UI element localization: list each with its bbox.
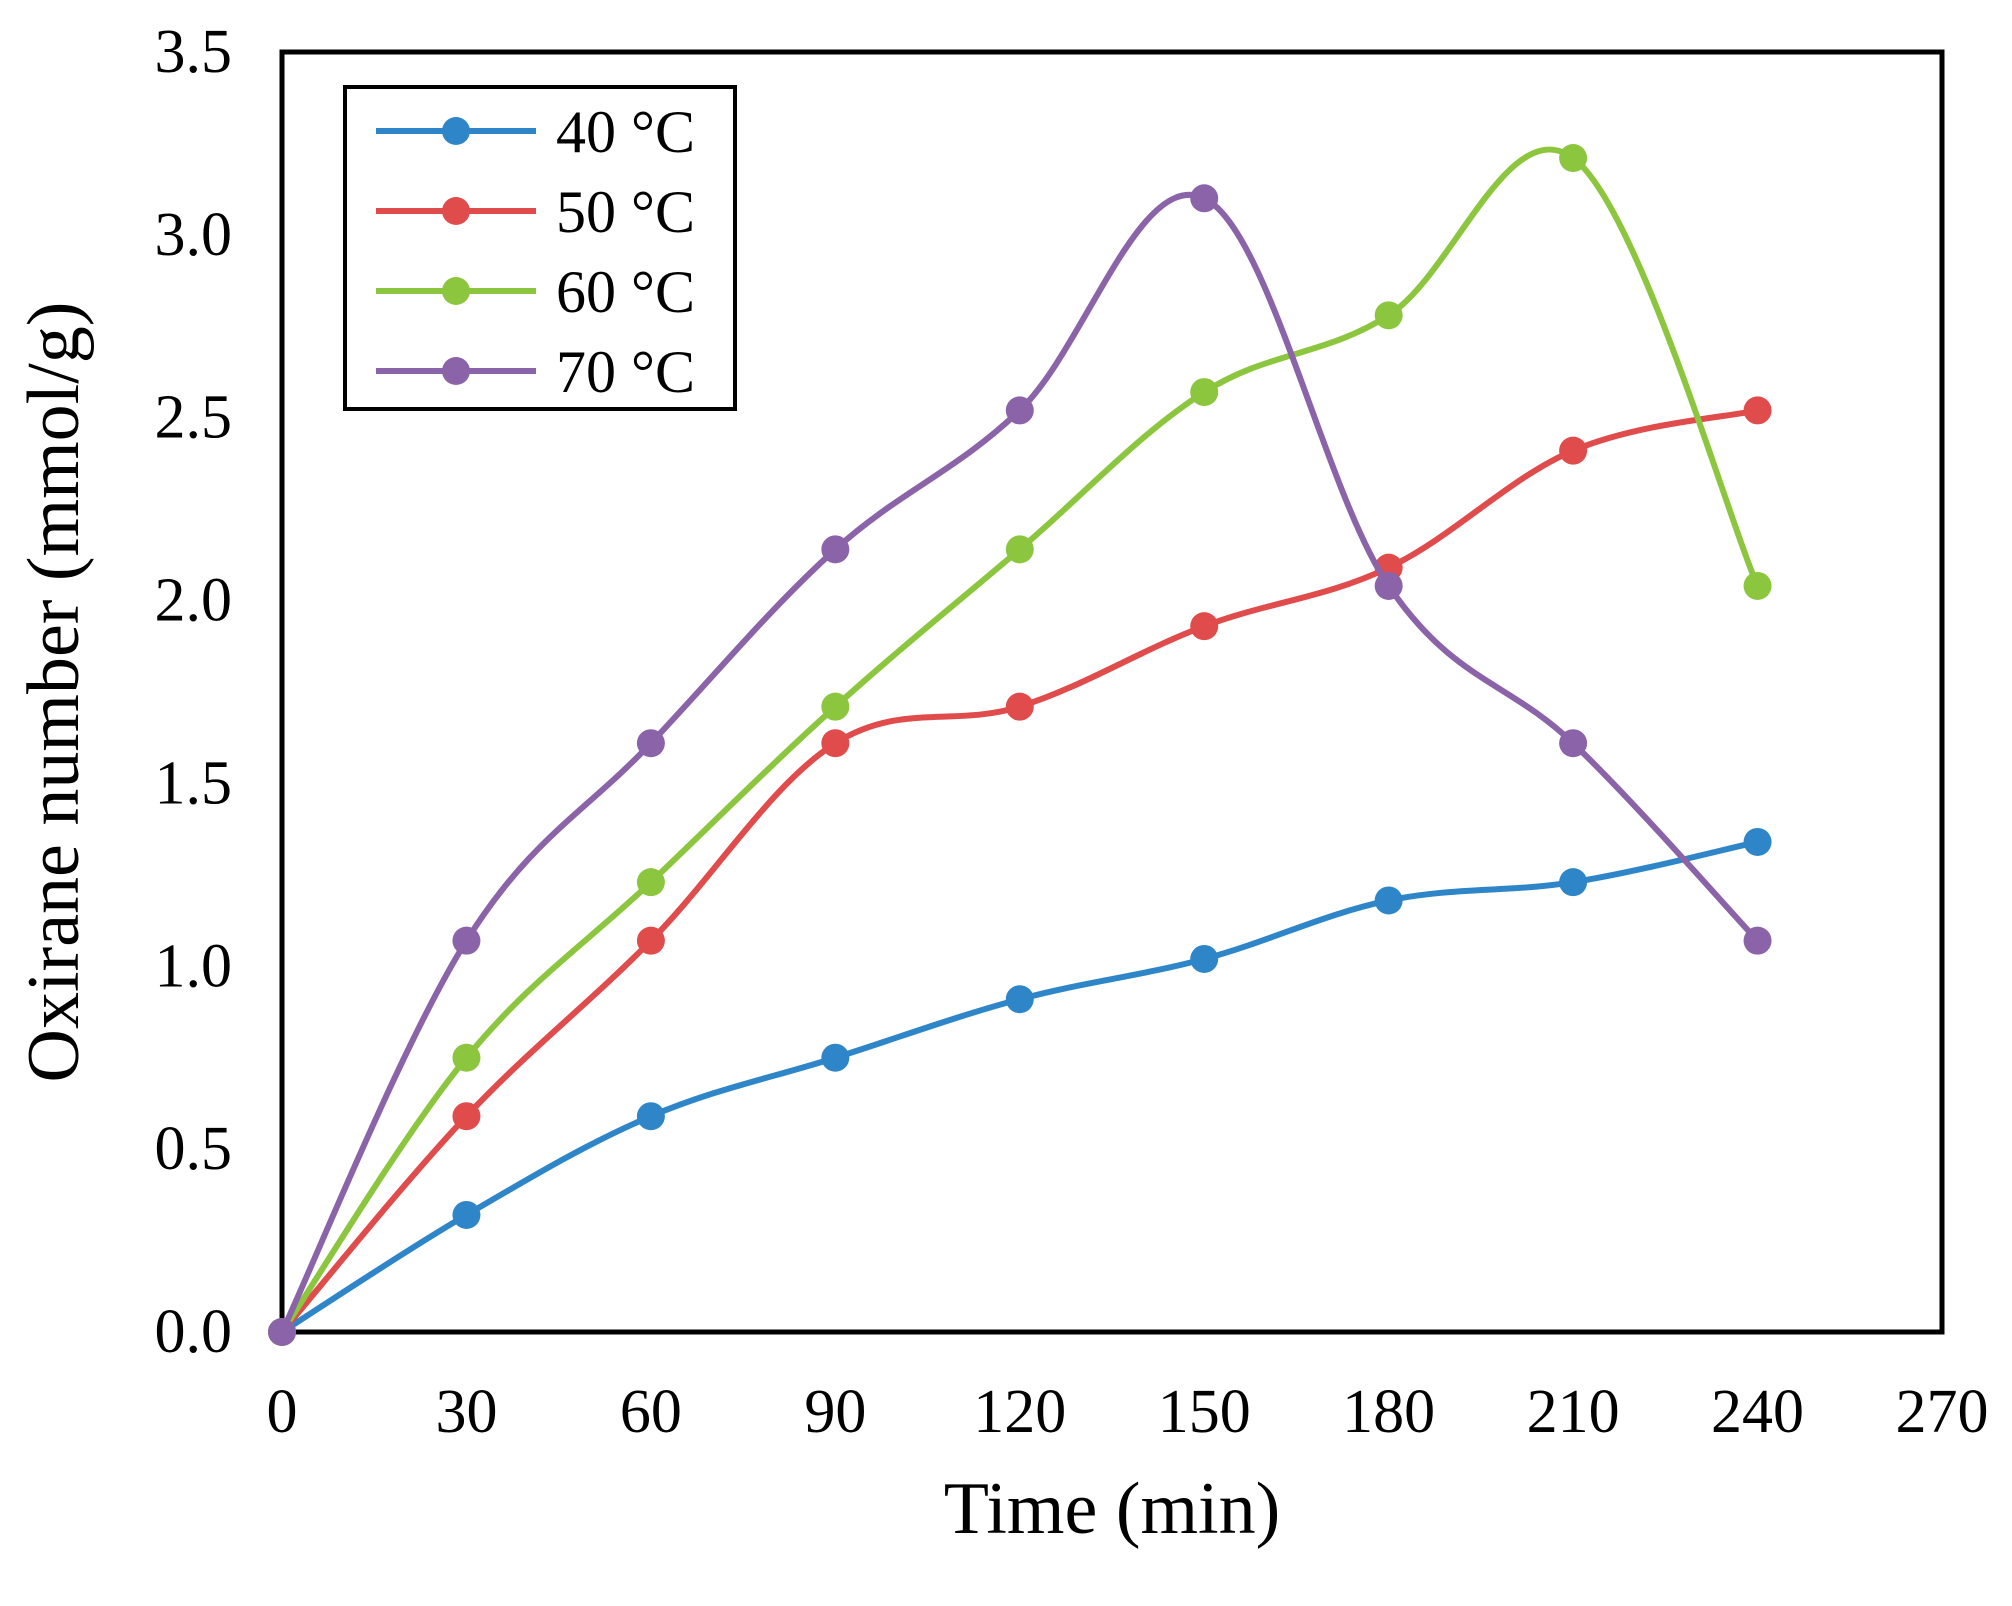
data-point — [821, 692, 850, 721]
data-point — [1743, 396, 1772, 425]
legend-marker — [442, 357, 470, 385]
series-40C-group — [268, 827, 1772, 1346]
legend-label: 40 °C — [556, 99, 695, 165]
series-line — [279, 838, 1761, 1335]
data-point — [1559, 729, 1588, 758]
data-point — [452, 1200, 481, 1229]
data-point — [1005, 692, 1034, 721]
data-point — [1374, 886, 1403, 915]
y-tick-label: 1.5 — [155, 749, 233, 817]
x-tick-label: 0 — [267, 1378, 298, 1446]
data-point — [1005, 396, 1034, 425]
legend-item: 60 °C — [376, 259, 695, 325]
data-point — [1190, 944, 1219, 973]
data-point — [1743, 827, 1772, 856]
legend-label: 60 °C — [556, 259, 695, 325]
data-point — [1743, 571, 1772, 600]
series-line — [279, 192, 1761, 1335]
data-point — [1190, 378, 1219, 407]
y-tick-label: 0.0 — [155, 1298, 233, 1366]
data-point — [1743, 926, 1772, 955]
data-point — [1005, 535, 1034, 564]
legend-box — [343, 85, 737, 411]
y-axis-tick-labels: 0.0 0.5 1.0 1.5 2.0 2.5 3.0 3.5 — [155, 18, 233, 1366]
y-tick-label: 1.0 — [155, 932, 233, 1000]
x-tick-label: 120 — [973, 1378, 1066, 1446]
legend: 40 °C 50 °C 60 °C 70 °C — [343, 85, 737, 411]
data-point — [1005, 985, 1034, 1014]
x-tick-label: 210 — [1527, 1378, 1620, 1446]
x-axis-title: Time (min) — [944, 1468, 1280, 1550]
data-point — [452, 1043, 481, 1072]
x-tick-label: 90 — [804, 1378, 866, 1446]
data-point — [636, 1102, 665, 1131]
data-point — [821, 535, 850, 564]
series-60C-group — [268, 144, 1772, 1346]
data-point — [1559, 868, 1588, 897]
legend-item: 40 °C — [376, 99, 695, 165]
data-point — [452, 926, 481, 955]
x-tick-label: 30 — [435, 1378, 497, 1446]
data-point — [1559, 144, 1588, 173]
data-point — [636, 729, 665, 758]
x-tick-label: 180 — [1342, 1378, 1435, 1446]
plot-area-frame — [279, 49, 1945, 1335]
x-tick-label: 150 — [1158, 1378, 1251, 1446]
legend-label: 70 °C — [556, 339, 695, 405]
legend-item: 70 °C — [376, 339, 695, 405]
x-tick-label: 240 — [1711, 1378, 1804, 1446]
data-point — [636, 926, 665, 955]
y-tick-label: 3.5 — [155, 18, 233, 86]
data-point — [821, 729, 850, 758]
series-50C-group — [268, 396, 1772, 1346]
x-axis-tick-labels: 0 30 60 90 120 150 180 210 240 270 — [267, 1378, 1989, 1446]
legend-marker — [442, 197, 470, 225]
data-point — [1374, 301, 1403, 330]
series-layer — [268, 144, 1772, 1346]
data-point — [1374, 571, 1403, 600]
data-point — [1190, 612, 1219, 641]
legend-marker — [442, 117, 470, 145]
y-tick-label: 0.5 — [155, 1115, 233, 1183]
legend-marker — [442, 277, 470, 305]
data-point — [452, 1102, 481, 1131]
data-point — [636, 868, 665, 897]
data-point — [1559, 436, 1588, 465]
data-point — [268, 1318, 296, 1346]
y-tick-label: 2.0 — [155, 567, 233, 635]
data-point — [821, 1043, 850, 1072]
y-tick-label: 2.5 — [155, 384, 233, 452]
y-tick-label: 3.0 — [155, 201, 233, 269]
y-axis-title: Oxirane number (mmol/g) — [13, 302, 95, 1083]
x-tick-label: 270 — [1896, 1378, 1989, 1446]
series-70C-group — [268, 184, 1772, 1346]
series-line — [279, 407, 1761, 1335]
x-tick-label: 60 — [620, 1378, 682, 1446]
data-point — [1190, 184, 1219, 213]
legend-item: 50 °C — [376, 179, 695, 245]
legend-label: 50 °C — [556, 179, 695, 245]
